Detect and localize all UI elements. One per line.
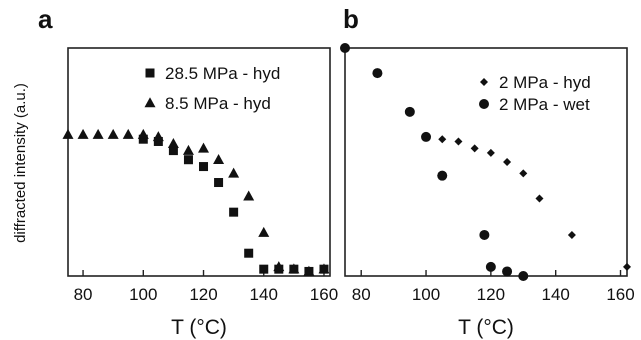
x-tick-label: 80 (352, 285, 371, 304)
panel-a-marks (62, 128, 330, 276)
data-point-triangle-marker (213, 153, 225, 164)
data-point-diamond-marker (519, 169, 528, 178)
panel-b-legend: 2 MPa - hyd 2 MPa - wet (479, 73, 591, 114)
x-tick-label: 100 (129, 285, 157, 304)
x-tick-label: 120 (189, 285, 217, 304)
data-point-triangle-marker (198, 142, 210, 153)
x-tick-label: 80 (74, 285, 93, 304)
data-point-square-marker (138, 134, 148, 144)
x-tick-label: 140 (250, 285, 278, 304)
data-point-triangle-marker (62, 128, 74, 139)
data-point-circle-marker (502, 266, 513, 277)
data-point-square-marker (244, 248, 254, 258)
y-axis-title: diffracted intensity (a.u.) (12, 83, 29, 243)
data-point-triangle-marker (92, 128, 104, 139)
legend-circle-marker (479, 99, 489, 109)
data-point-square-marker (259, 264, 269, 274)
data-point-triangle-marker (182, 144, 194, 155)
panel-a: a 80 100 120 140 160 28.5 MPa - hyd 8.5 MPa -… (38, 4, 338, 339)
data-point-circle-marker (372, 68, 383, 79)
panel-a-x-axis-title: T (°C) (171, 316, 227, 339)
legend-square-marker (145, 68, 155, 78)
data-point-triangle-marker (137, 128, 149, 139)
data-point-circle-marker (518, 271, 529, 281)
legend-label: 2 MPa - hyd (499, 73, 591, 92)
data-point-triangle-marker (243, 190, 255, 201)
legend-label: 8.5 MPa - hyd (165, 94, 271, 113)
legend-label: 2 MPa - wet (499, 95, 590, 114)
data-point-triangle-marker (77, 128, 89, 139)
data-point-triangle-marker (273, 261, 285, 272)
panel-b-x-ticks: 80 100 120 140 160 (352, 270, 635, 304)
data-point-square-marker (153, 136, 163, 146)
data-point-diamond-marker (438, 135, 447, 144)
x-tick-label: 160 (606, 285, 634, 304)
data-point-diamond-marker (503, 158, 512, 166)
data-point-circle-marker (485, 261, 496, 272)
legend-label: 28.5 MPa - hyd (165, 64, 280, 83)
panel-a-x-ticks: 80 100 120 140 160 (74, 270, 338, 304)
data-point-diamond-marker (470, 144, 479, 153)
data-point-diamond-marker (486, 148, 495, 157)
data-point-circle-marker (404, 106, 415, 117)
data-point-triangle-marker (228, 167, 240, 178)
data-point-circle-marker (479, 229, 490, 240)
data-point-triangle-marker (122, 128, 134, 139)
data-point-circle-marker (340, 43, 350, 53)
panel-b-letter: b (343, 4, 359, 34)
legend-triangle-marker (144, 97, 156, 108)
data-point-triangle-marker (107, 128, 119, 139)
panel-a-legend: 28.5 MPa - hyd 8.5 MPa - hyd (144, 64, 280, 113)
data-point-circle-marker (421, 131, 432, 142)
panel-b-x-axis-title: T (°C) (458, 316, 514, 339)
data-point-triangle-marker (152, 131, 164, 142)
panel-a-plot-frame (67, 47, 331, 277)
legend-diamond-marker (480, 78, 488, 86)
data-point-square-marker (229, 207, 239, 217)
data-point-diamond-marker (454, 137, 463, 146)
panel-b-plot-frame (344, 47, 628, 277)
data-point-triangle-marker (258, 226, 270, 237)
data-point-triangle-marker (288, 263, 300, 274)
panel-b-marks (340, 43, 631, 281)
x-tick-label: 140 (542, 285, 570, 304)
x-tick-label: 100 (412, 285, 440, 304)
data-point-square-marker (183, 155, 193, 165)
panel-a-letter: a (38, 4, 53, 34)
data-point-triangle-marker (303, 265, 315, 276)
data-point-circle-marker (437, 170, 448, 181)
data-point-diamond-marker (567, 230, 576, 239)
data-point-square-marker (168, 146, 178, 156)
x-tick-label: 160 (310, 285, 338, 304)
data-point-diamond-marker (623, 262, 631, 271)
data-point-square-marker (199, 162, 209, 172)
data-point-triangle-marker (167, 138, 179, 149)
data-point-square-marker (214, 178, 224, 188)
x-tick-label: 120 (477, 285, 505, 304)
data-point-diamond-marker (535, 194, 544, 203)
data-point-triangle-marker (318, 263, 330, 274)
